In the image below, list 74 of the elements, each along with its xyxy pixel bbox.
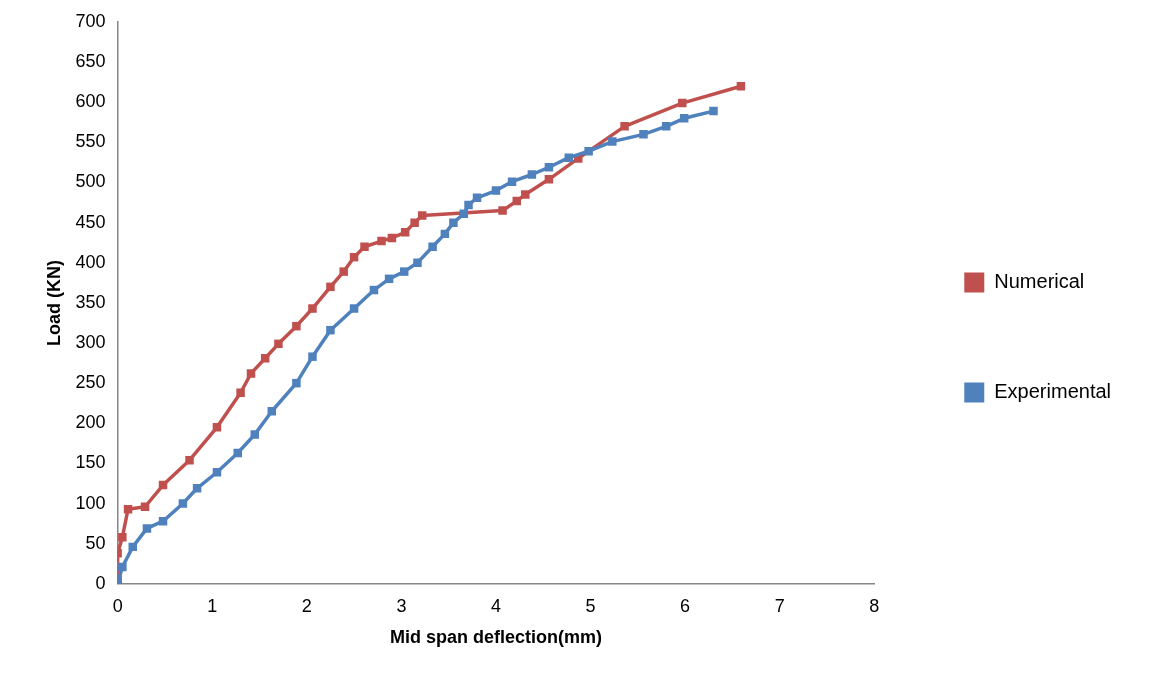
point — [464, 200, 473, 210]
y-tick-label: 200 — [75, 412, 106, 433]
point — [212, 423, 222, 432]
x-tick-label: 8 — [869, 595, 880, 616]
point — [709, 106, 718, 116]
point — [428, 242, 437, 251]
point — [584, 146, 593, 156]
point — [410, 218, 419, 227]
point — [399, 267, 409, 276]
point — [417, 211, 427, 220]
point — [274, 339, 283, 349]
y-tick-label: 550 — [75, 131, 106, 152]
x-tick-label: 2 — [301, 595, 312, 616]
point — [326, 282, 335, 292]
point — [118, 562, 127, 572]
point — [142, 524, 152, 533]
point — [449, 218, 458, 227]
y-tick-label: 650 — [75, 51, 106, 72]
point — [639, 130, 648, 139]
point — [250, 430, 260, 439]
y-tick-label: 150 — [75, 452, 106, 473]
y-tick-label: 500 — [75, 171, 106, 192]
y-tick-label: 0 — [95, 572, 106, 593]
point — [260, 354, 270, 363]
point — [507, 177, 517, 186]
point — [678, 98, 687, 108]
point — [308, 304, 317, 313]
x-tick-label: 3 — [396, 595, 407, 616]
y-tick-label: 400 — [75, 251, 106, 272]
point — [360, 242, 369, 251]
point — [192, 484, 202, 493]
x-tick-label: 7 — [774, 595, 785, 616]
point — [564, 153, 574, 162]
y-tick-label: 350 — [75, 291, 106, 312]
point — [326, 325, 335, 335]
x-tick-label: 4 — [490, 595, 501, 616]
point — [292, 321, 301, 331]
x-tick-label: 0 — [112, 595, 123, 616]
x-tick-label: 5 — [585, 595, 596, 616]
point — [246, 369, 256, 378]
y-tick-label: 450 — [75, 211, 106, 232]
point — [527, 170, 537, 179]
point — [661, 122, 671, 131]
point — [498, 206, 507, 215]
legend-label: Numerical — [994, 270, 1085, 293]
point — [608, 137, 617, 146]
point — [236, 388, 245, 398]
y-tick-label: 700 — [75, 10, 106, 31]
point — [185, 455, 194, 465]
point — [292, 378, 301, 388]
y-tick-label: 50 — [85, 532, 106, 553]
y-tick-label: 250 — [75, 372, 106, 393]
point — [413, 258, 422, 268]
legend-label: Experimental — [994, 380, 1111, 403]
y-tick-label: 100 — [75, 492, 106, 513]
point — [620, 122, 629, 131]
point — [544, 163, 554, 172]
y-axis-title: Load (KN) — [43, 259, 64, 346]
point — [178, 499, 188, 508]
y-tick-label: 300 — [75, 332, 106, 352]
point — [544, 175, 554, 184]
point — [679, 114, 689, 123]
y-tick-label: 600 — [75, 91, 106, 112]
point — [349, 304, 359, 313]
point — [521, 190, 530, 199]
point — [491, 186, 501, 195]
point — [118, 533, 127, 542]
x-axis-title: Mid span deflection(mm) — [389, 627, 602, 648]
x-tick-label: 6 — [680, 595, 691, 616]
point — [377, 236, 386, 246]
point — [339, 267, 348, 276]
point — [308, 352, 317, 361]
point — [400, 228, 410, 237]
x-tick-label: 1 — [207, 595, 218, 616]
